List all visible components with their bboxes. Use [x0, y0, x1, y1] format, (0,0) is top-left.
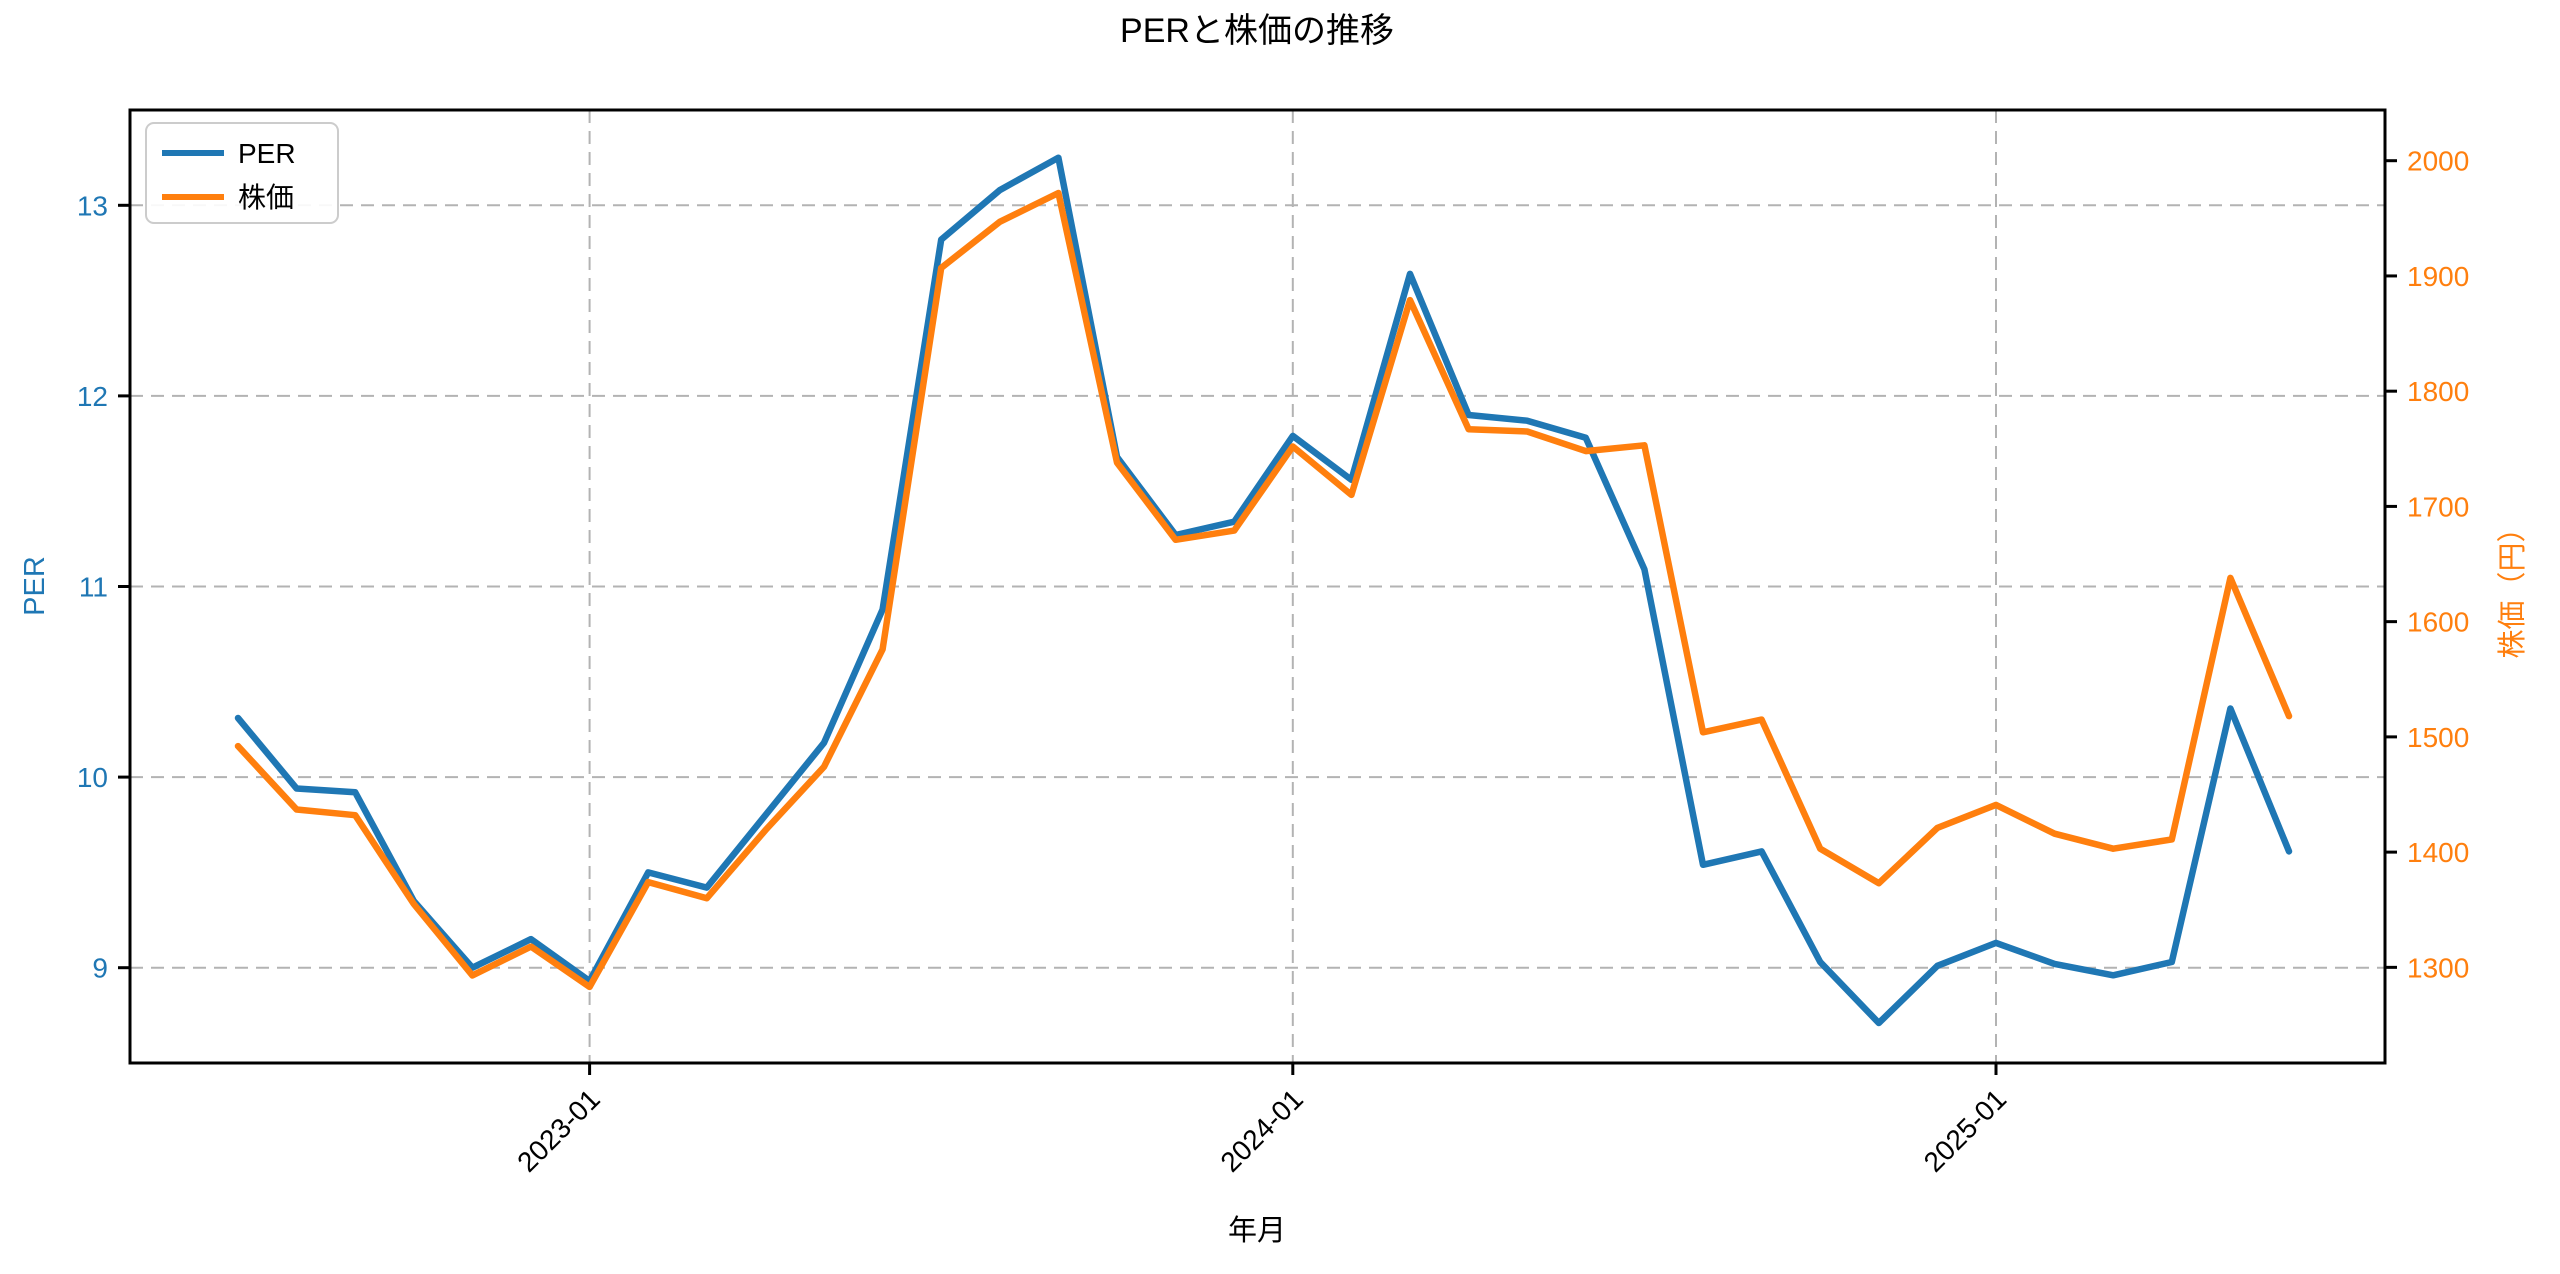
right-tick-label: 1300 — [2407, 952, 2469, 983]
series-line-kabuka — [234, 189, 2293, 991]
left-tick-label: 10 — [77, 762, 108, 793]
right-tick-label: 1700 — [2407, 491, 2469, 522]
legend-label-per: PER — [238, 138, 296, 169]
data-series — [234, 154, 2293, 1027]
legend-item-per: PER — [162, 138, 296, 169]
x-tick-label: 2023-01 — [511, 1083, 606, 1178]
left-tick-label: 13 — [77, 190, 108, 221]
right-tick-label: 1600 — [2407, 607, 2469, 638]
y-axis-label-left: PER — [19, 556, 51, 616]
legend-label-kabuka: 株価 — [238, 182, 294, 213]
left-tick-label: 12 — [77, 381, 108, 412]
left-tick-label: 11 — [79, 572, 108, 603]
right-tick-label: 1400 — [2407, 837, 2469, 868]
gridlines — [130, 110, 2385, 1063]
chart-title: PERと株価の推移 — [1120, 12, 1394, 50]
right-tick-label: 1800 — [2407, 376, 2469, 407]
plot-border — [128, 108, 2387, 1065]
x-axis-label: 年月 — [1228, 1214, 1286, 1247]
legend: PER 株価 — [145, 122, 339, 224]
right-tick-label: 1500 — [2407, 722, 2469, 753]
right-tick-label: 1900 — [2407, 261, 2469, 292]
x-tick-label: 2025-01 — [1918, 1083, 2013, 1178]
series-line-per — [234, 154, 2293, 1027]
x-tick-label: 2024-01 — [1214, 1083, 1309, 1178]
y-axis-label-right: 株価（円） — [2496, 513, 2529, 658]
right-tick-label: 2000 — [2407, 146, 2469, 177]
legend-item-kabuka: 株価 — [162, 182, 294, 213]
left-tick-label: 9 — [92, 953, 108, 984]
